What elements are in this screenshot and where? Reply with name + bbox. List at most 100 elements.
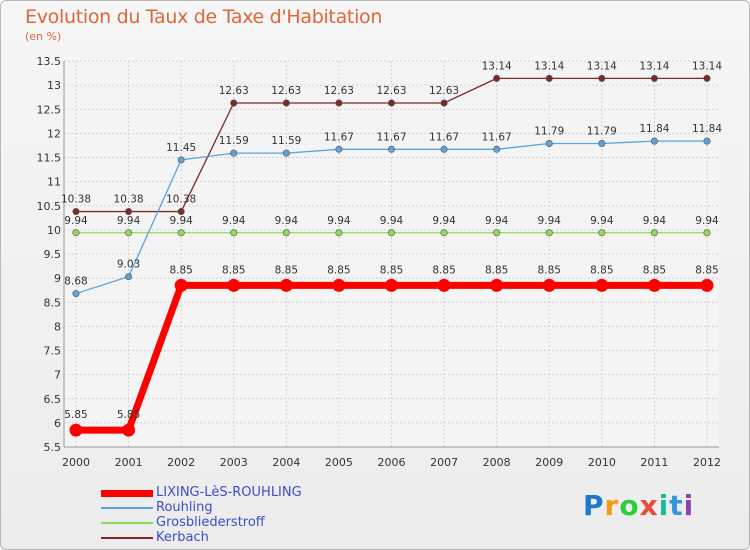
data-point [650,74,658,82]
data-label: 11.84 [692,123,722,135]
data-label: 9.94 [643,215,667,227]
data-point [72,229,80,237]
data-label: 13.14 [482,60,512,72]
y-tick-label: 13 [47,79,61,92]
data-point [282,229,290,237]
data-point [387,229,395,237]
data-point [72,208,80,216]
data-label: 12.63 [324,85,354,97]
data-point [69,423,83,437]
data-point [227,278,241,292]
data-point [177,229,185,237]
data-label: 9.94 [380,215,404,227]
legend-label-grosbliederstroff: Grosbliederstroff [156,515,265,530]
logo-letter: i [658,489,670,522]
data-label: 8.85 [538,264,561,276]
y-tick-label: 11 [47,176,61,189]
data-label: 9.03 [117,259,140,271]
data-point [440,99,448,107]
data-point [230,229,238,237]
data-label: 9.94 [327,215,351,227]
data-point [598,74,606,82]
data-point [650,229,658,237]
data-label: 9.94 [695,215,719,227]
data-point [650,137,658,145]
data-label: 9.94 [485,215,509,227]
data-label: 8.85 [275,264,298,276]
data-point [493,145,501,153]
data-label: 13.14 [692,60,722,72]
data-point [437,278,451,292]
data-point [72,290,80,298]
data-point [598,229,606,237]
x-tick-label: 2001 [115,456,143,469]
data-label: 13.14 [639,60,669,72]
x-tick-label: 2007 [430,456,458,469]
data-label: 8.68 [64,276,87,288]
data-label: 11.67 [482,131,512,143]
data-label: 11.79 [587,126,617,138]
data-point [542,278,556,292]
data-label: 12.63 [219,85,249,97]
x-tick-label: 2006 [378,456,406,469]
legend-label-lixing: LIXING-LèS-ROUHLING [156,485,302,500]
data-label: 11.79 [534,126,564,138]
data-label: 8.85 [222,264,245,276]
x-tick-label: 2004 [272,456,300,469]
data-point [545,140,553,148]
data-label: 8.85 [380,264,403,276]
data-point [647,278,661,292]
data-point [230,99,238,107]
data-point [335,145,343,153]
data-label: 11.67 [376,131,406,143]
data-label: 9.94 [169,215,193,227]
x-tick-label: 2002 [167,456,195,469]
y-tick-label: 12 [47,127,61,140]
data-point [279,278,293,292]
chart-title: Evolution du Taux de Taxe d'Habitation [25,6,383,28]
data-point [700,278,714,292]
x-tick-label: 2009 [535,456,563,469]
logo-letter: x [639,489,659,522]
logo-letter: i [683,489,695,522]
y-tick-label: 6.5 [44,393,62,406]
data-label: 9.94 [432,215,456,227]
y-tick-label: 5.5 [44,441,62,454]
data-point [385,278,398,292]
x-tick-label: 2000 [62,456,90,469]
data-point [545,74,553,82]
logo-letter: o [619,489,640,522]
y-tick-label: 7.5 [44,345,62,358]
data-point [703,229,711,237]
data-label: 8.85 [327,264,350,276]
data-label: 9.94 [64,215,88,227]
data-label: 11.59 [219,135,249,147]
data-label: 11.67 [429,131,459,143]
data-label: 13.14 [534,60,564,72]
logo-letter: r [604,489,620,522]
data-label: 12.63 [429,85,459,97]
data-label: 12.63 [271,85,301,97]
data-label: 9.94 [538,215,562,227]
y-tick-label: 9.5 [44,248,62,261]
logo-letter: t [669,489,684,522]
data-point [282,99,290,107]
data-point [387,145,395,153]
data-label: 10.38 [114,194,144,206]
data-point [177,156,185,164]
data-label: 8.85 [695,264,718,276]
legend-label-rouhling: Rouhling [156,500,213,515]
data-point [595,278,609,292]
data-point [598,140,606,148]
y-tick-label: 12.5 [37,103,62,116]
data-label: 11.59 [271,135,301,147]
data-label: 12.63 [376,85,406,97]
data-label: 9.94 [275,215,299,227]
y-tick-label: 10 [47,224,61,237]
data-point [282,149,290,157]
x-tick-label: 2008 [483,456,511,469]
data-point [125,208,133,216]
y-tick-label: 9 [54,272,61,285]
data-label: 11.45 [166,142,196,154]
